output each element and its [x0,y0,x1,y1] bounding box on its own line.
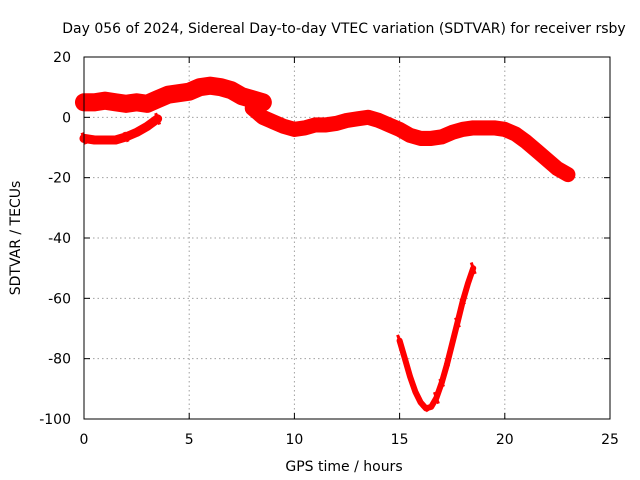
x-tick-label: 20 [496,432,514,448]
data-point [186,89,192,94]
data-point [396,123,404,136]
data-point [533,148,540,154]
grid [84,57,610,419]
data-point [270,118,277,125]
data-point [417,397,425,408]
y-axis-label: SDTVAR / TECUs [8,181,24,296]
data-point [333,118,340,128]
data-point [217,84,224,90]
data-point [554,164,561,174]
data-point [259,112,267,122]
data-point [465,280,471,286]
data-point [407,373,414,380]
data-point [133,98,140,107]
data-point [438,131,446,143]
data-point [291,124,298,135]
chart-title: Day 056 of 2024, Sidereal Day-to-day VTE… [62,21,625,37]
data-point [469,261,477,275]
data-point [502,127,508,132]
data-point [386,122,392,128]
data-point [227,83,235,97]
data-point [433,391,440,405]
data-point [449,341,455,346]
data-point [564,171,572,178]
data-point [281,124,287,129]
data-point [113,100,118,105]
plot-data [74,76,576,413]
data-point [113,138,118,142]
dip-arc-band [396,265,477,412]
data-point [543,153,551,166]
data-point [480,123,488,133]
data-point [413,390,418,394]
data-point [144,101,150,107]
data-point [238,91,246,101]
data-point [438,378,446,388]
midday-track-band [244,100,576,183]
x-tick-label: 5 [185,432,194,448]
data-point [511,128,519,140]
data-point [401,354,409,364]
data-point [122,98,130,110]
lower-branch-band [79,114,163,145]
y-tick-label: -100 [39,412,71,428]
y-tick-label: -80 [48,352,71,368]
x-tick-label: 15 [391,432,409,448]
data-point [459,126,466,132]
data-point [175,90,182,97]
data-point [196,81,204,93]
data-point [428,136,434,141]
data-point [375,116,382,125]
data-point [133,128,140,137]
data-point [154,112,162,126]
data-point [428,404,434,410]
data-point [206,81,214,90]
y-tick-label: -40 [48,231,71,247]
data-point [448,128,456,137]
y-tick-label: 0 [62,110,71,126]
data-point [364,111,372,123]
data-point [522,137,530,146]
x-tick-label: 25 [601,432,619,448]
data-point [417,135,424,142]
x-axis-label: GPS time / hours [285,459,402,475]
data-point [101,97,109,104]
data-point [469,121,477,135]
data-point [91,97,98,107]
plot-frame [83,56,611,420]
y-tick-label: -60 [48,291,71,307]
data-point [122,131,130,143]
x-tick-label: 10 [285,432,303,448]
data-point [91,135,98,145]
data-point [101,136,109,144]
data-point [144,123,150,129]
data-point [301,124,309,132]
data-point [260,100,266,105]
y-tick-label: 20 [53,50,71,66]
data-point [248,102,256,115]
data-point [443,361,451,368]
axis-ticks: 0 5 10 15 20 25 -100 -80 -60 -40 -20 0 20 [39,50,619,448]
main-track-band [74,76,272,113]
data-point [459,297,466,306]
data-point [312,122,319,128]
data-point [396,334,404,347]
x-tick-label: 0 [80,432,89,448]
data-point [164,90,172,100]
data-point [454,317,461,328]
data-point [343,117,351,124]
data-point [422,404,430,413]
data-point [406,130,414,141]
data-point [322,118,330,132]
data-point [355,117,360,121]
data-point [491,124,498,132]
data-point [249,96,256,103]
data-point [154,93,162,106]
y-tick-label: -20 [48,171,71,187]
